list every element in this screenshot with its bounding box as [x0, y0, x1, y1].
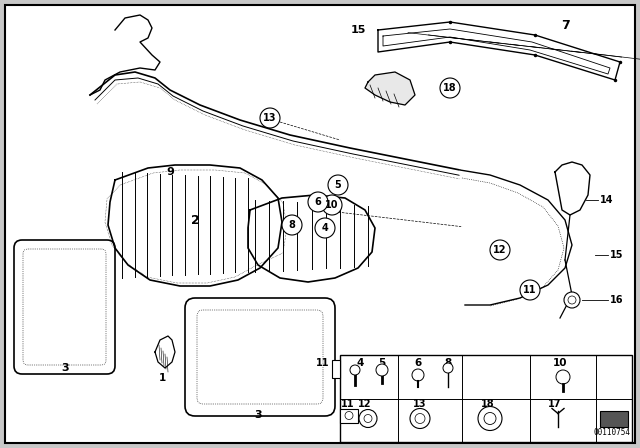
Text: 10: 10 — [325, 200, 339, 210]
Circle shape — [525, 285, 535, 295]
Circle shape — [478, 406, 502, 431]
Text: 7: 7 — [561, 18, 570, 31]
Text: 11: 11 — [316, 358, 329, 368]
Text: 15: 15 — [610, 250, 623, 260]
Circle shape — [364, 414, 372, 422]
Text: 8: 8 — [289, 220, 296, 230]
Circle shape — [282, 215, 302, 235]
Polygon shape — [555, 162, 590, 215]
FancyBboxPatch shape — [197, 310, 323, 404]
Circle shape — [568, 296, 576, 304]
Polygon shape — [248, 195, 375, 282]
Text: 6: 6 — [414, 358, 422, 368]
Text: 17: 17 — [548, 399, 562, 409]
Text: 5: 5 — [378, 358, 386, 368]
Text: 16: 16 — [610, 295, 623, 305]
Text: 00110754: 00110754 — [593, 428, 630, 437]
Polygon shape — [108, 165, 282, 286]
Bar — [340, 409, 358, 422]
Circle shape — [520, 280, 540, 300]
Text: 14: 14 — [600, 195, 614, 205]
FancyBboxPatch shape — [14, 240, 115, 374]
Circle shape — [315, 218, 335, 238]
Text: 13: 13 — [413, 399, 427, 409]
Bar — [332, 360, 340, 378]
Circle shape — [345, 412, 353, 419]
Circle shape — [564, 292, 580, 308]
FancyBboxPatch shape — [23, 249, 106, 365]
Text: 4: 4 — [356, 358, 364, 368]
Text: 12: 12 — [493, 245, 507, 255]
Text: 18: 18 — [481, 399, 495, 409]
Text: 13: 13 — [263, 113, 276, 123]
Circle shape — [322, 195, 342, 215]
Bar — [340, 355, 632, 442]
Polygon shape — [365, 72, 415, 105]
Circle shape — [484, 413, 496, 425]
Text: 18: 18 — [443, 83, 457, 93]
Polygon shape — [155, 336, 175, 368]
Circle shape — [308, 192, 328, 212]
Text: 3: 3 — [254, 410, 262, 420]
Circle shape — [443, 363, 453, 373]
Circle shape — [490, 240, 510, 260]
Circle shape — [412, 369, 424, 381]
Text: 1: 1 — [158, 373, 166, 383]
Text: 6: 6 — [315, 197, 321, 207]
Text: 11: 11 — [341, 399, 355, 409]
Text: 10: 10 — [553, 358, 567, 368]
FancyBboxPatch shape — [185, 298, 335, 416]
Text: 4: 4 — [322, 223, 328, 233]
Circle shape — [556, 370, 570, 384]
Text: 9: 9 — [166, 167, 174, 177]
Circle shape — [440, 78, 460, 98]
Circle shape — [328, 175, 348, 195]
Polygon shape — [90, 15, 160, 95]
Text: 12: 12 — [358, 399, 372, 409]
Text: 2: 2 — [191, 214, 200, 227]
Text: 8: 8 — [444, 358, 452, 368]
Text: 11: 11 — [524, 285, 537, 295]
Text: 15: 15 — [350, 25, 365, 35]
Circle shape — [410, 409, 430, 428]
Polygon shape — [460, 170, 572, 305]
Circle shape — [376, 364, 388, 376]
Text: 3: 3 — [61, 363, 69, 373]
Circle shape — [260, 108, 280, 128]
Polygon shape — [378, 22, 620, 80]
Circle shape — [350, 365, 360, 375]
Bar — [600, 410, 628, 426]
Circle shape — [359, 409, 377, 427]
Circle shape — [415, 414, 425, 423]
Text: 5: 5 — [335, 180, 341, 190]
